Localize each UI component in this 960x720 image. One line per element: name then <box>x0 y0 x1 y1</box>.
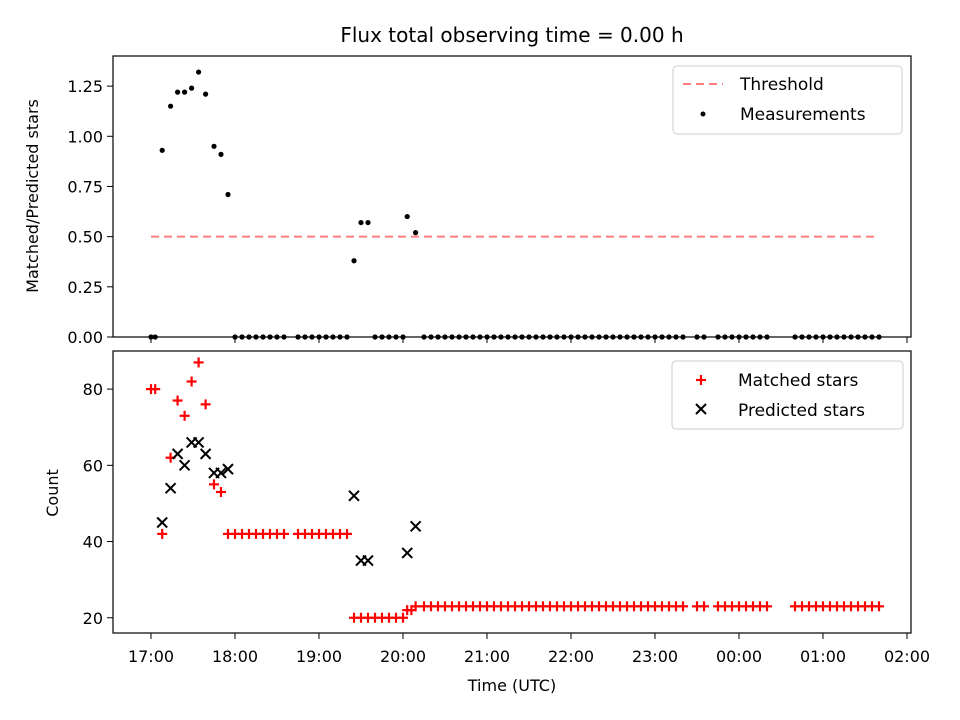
matched-star-point <box>209 479 219 490</box>
matched-star-point <box>342 528 352 539</box>
measurement-point <box>211 143 217 149</box>
predicted-star-point <box>199 448 212 460</box>
matched-star-point <box>186 376 197 387</box>
top-y-tick-label: 1.00 <box>67 127 103 146</box>
matched-star-point <box>200 399 211 410</box>
measurement-point <box>159 147 165 153</box>
measurement-point <box>203 91 209 97</box>
measurement-point <box>365 219 371 226</box>
bottom-x-tick-label: 00:00 <box>716 647 762 666</box>
top-y-tick-label: 0.75 <box>67 177 103 196</box>
bottom-legend: Matched stars Predicted stars <box>671 360 904 430</box>
bottom-legend-box <box>671 360 904 430</box>
bottom-x-tick-label: 19:00 <box>296 647 342 666</box>
matched-star-point <box>216 487 226 497</box>
bottom-y-tick-label: 80 <box>83 380 103 399</box>
predicted-star-point <box>192 436 205 449</box>
matched-star-point <box>699 601 709 612</box>
bottom-x-tick-label: 18:00 <box>212 647 258 666</box>
predicted-star-point <box>178 459 191 472</box>
bottom-y-tick-label: 40 <box>83 533 103 552</box>
measurement-point <box>175 89 181 95</box>
matched-star-point <box>410 601 421 612</box>
bottom-x-tick-label: 23:00 <box>632 647 678 666</box>
predicted-stars-legend-swatch <box>695 403 707 415</box>
measurement-point <box>189 85 195 91</box>
matched-stars-legend-label: Matched stars <box>738 371 858 391</box>
measurement-point <box>196 69 202 75</box>
measurements-legend-swatch <box>700 111 706 117</box>
matched-stars-legend-swatch <box>696 375 706 385</box>
bottom-plot-frame <box>112 350 912 634</box>
measurement-point <box>225 191 231 198</box>
measurement-point <box>182 89 188 95</box>
matched-star-point <box>172 395 183 406</box>
predicted-star-point <box>348 490 360 502</box>
measurement-point <box>351 258 357 264</box>
predicted-star-point <box>164 482 177 494</box>
bottom-y-axis-label: Count <box>43 469 62 517</box>
top-y-ticks: 0.00 0.25 0.50 0.75 1.00 1.25 <box>67 77 113 347</box>
measurement-point <box>404 213 410 220</box>
bottom-x-tick-label: 02:00 <box>884 647 930 666</box>
predicted-stars-series <box>156 436 422 567</box>
predicted-stars-legend-label: Predicted stars <box>738 401 865 421</box>
measurement-point <box>168 103 174 109</box>
measurements-legend-label: Measurements <box>740 105 866 125</box>
matched-star-point <box>179 410 190 421</box>
measurement-point <box>358 219 364 226</box>
matched-star-point <box>398 612 408 623</box>
bottom-x-tick-label: 01:00 <box>800 647 846 666</box>
measurement-point <box>218 151 224 157</box>
matched-star-point <box>279 528 289 539</box>
predicted-star-point <box>222 463 234 475</box>
top-legend: Threshold Measurements <box>672 65 903 135</box>
top-y-axis-label: Matched/Predicted stars <box>23 99 42 293</box>
bottom-x-tick-label: 21:00 <box>464 647 510 666</box>
top-chart-title: Flux total observing time = 0.00 h <box>340 23 683 47</box>
bottom-x-tick-label: 17:00 <box>128 647 174 666</box>
top-panel: Flux total observing time = 0.00 h Match… <box>23 23 912 347</box>
predicted-star-point <box>171 448 184 460</box>
top-y-tick-label: 0.50 <box>67 228 103 247</box>
bottom-y-tick-label: 60 <box>83 456 103 475</box>
bottom-x-tick-label: 20:00 <box>380 647 426 666</box>
predicted-star-point <box>215 467 227 479</box>
matched-star-point <box>762 601 772 612</box>
matched-stars-series <box>146 357 884 623</box>
predicted-star-point <box>401 547 413 559</box>
matched-star-point <box>193 357 204 368</box>
matched-star-point <box>874 601 884 612</box>
matched-star-point <box>157 528 168 539</box>
top-y-tick-label: 1.25 <box>67 77 103 96</box>
top-y-tick-label: 0.25 <box>67 278 103 297</box>
bottom-y-tick-label: 20 <box>83 609 103 628</box>
bottom-panel: Count Time (UTC) 20 40 60 80 17:00 18:00 19:0… <box>43 350 930 695</box>
matched-star-point <box>678 601 688 612</box>
predicted-star-point <box>156 516 168 529</box>
top-y-tick-label: 0.00 <box>67 328 103 347</box>
predicted-star-point <box>362 554 374 567</box>
bottom-y-ticks: 20 40 60 80 <box>83 380 113 628</box>
bottom-x-axis-label: Time (UTC) <box>467 676 556 695</box>
top-legend-box <box>672 65 903 135</box>
threshold-legend-label: Threshold <box>739 75 824 95</box>
bottom-x-tick-label: 22:00 <box>548 647 594 666</box>
measurement-point <box>413 230 419 236</box>
predicted-star-point <box>409 520 422 533</box>
bottom-x-ticks: 17:00 18:00 19:00 20:00 21:00 22:00 23:00 00:00… <box>128 633 930 666</box>
top-plot-frame <box>112 55 912 338</box>
matched-star-point <box>150 384 161 395</box>
